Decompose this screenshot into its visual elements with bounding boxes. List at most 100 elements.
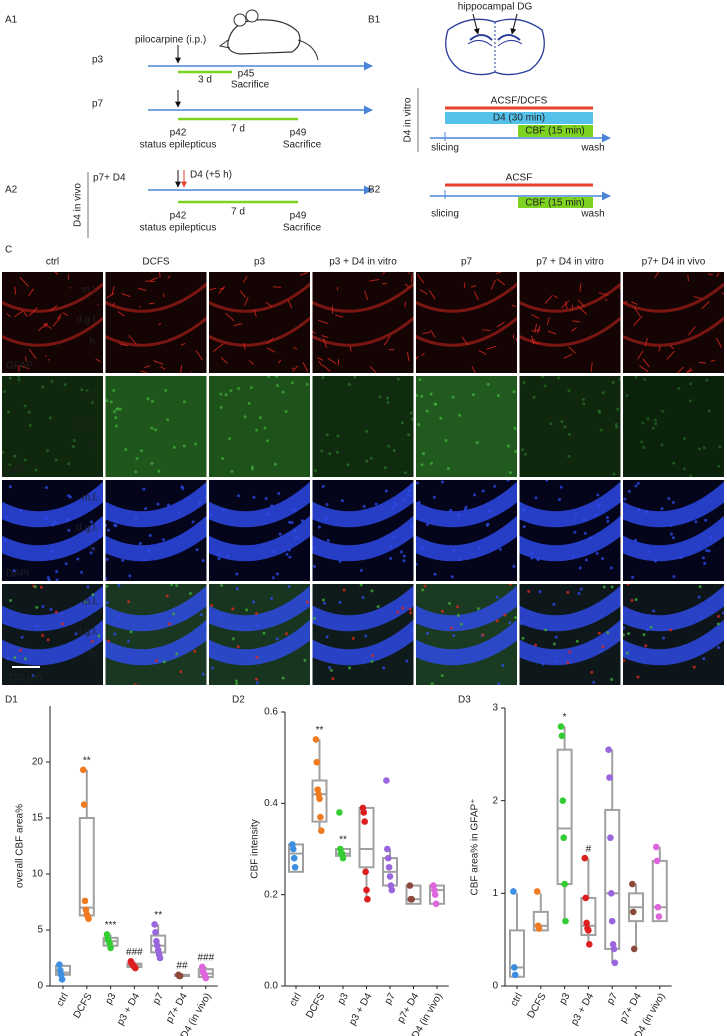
- fiber: [162, 293, 166, 298]
- cell-dot: [558, 498, 562, 502]
- cell-dot: [566, 661, 570, 665]
- cell-dot: [305, 600, 309, 604]
- cell-dot: [290, 521, 294, 525]
- cell-dot: [324, 517, 328, 521]
- cell-dot: [134, 470, 138, 474]
- x-tick-label: DCFS: [526, 991, 549, 1020]
- cell-dot: [294, 536, 298, 540]
- cell-dot: [716, 622, 720, 626]
- fiber: [716, 272, 720, 278]
- cell-dot: [552, 642, 556, 646]
- cell-dot: [669, 628, 673, 632]
- cell-dot: [406, 493, 410, 497]
- cell-dot: [236, 494, 240, 498]
- cell-dot: [416, 562, 418, 566]
- fiber: [18, 365, 30, 370]
- cell-dot: [568, 432, 572, 436]
- cell-dot: [408, 607, 412, 611]
- cell-dot: [340, 499, 344, 503]
- cell-dot: [534, 496, 538, 500]
- data-point: [431, 891, 439, 898]
- cell-dot: [220, 456, 224, 460]
- fiber: [239, 290, 246, 298]
- cell-dot: [371, 654, 375, 658]
- label: 3 d: [198, 75, 212, 86]
- cell-dot: [545, 480, 549, 482]
- cell-dot: [689, 474, 693, 477]
- data-point: [557, 723, 565, 730]
- fiber: [38, 322, 48, 332]
- cell-dot: [682, 467, 686, 471]
- cell-dot: [182, 444, 186, 448]
- cell-dot: [27, 410, 31, 414]
- cell-dot: [193, 649, 197, 653]
- cell-dot: [199, 613, 203, 617]
- cell-dot: [117, 584, 121, 587]
- layer-label: h.: [90, 441, 98, 452]
- cell-dot: [3, 539, 7, 543]
- cell-dot: [210, 603, 214, 607]
- cell-dot: [155, 659, 159, 663]
- x-tick-label: p3: [557, 991, 572, 1007]
- cell-dot: [579, 587, 583, 591]
- fiber: [473, 291, 479, 301]
- cell-dot: [167, 622, 171, 626]
- cell-dot: [481, 489, 485, 493]
- cell-dot: [328, 666, 332, 670]
- data-point: [384, 845, 391, 853]
- label: status epilepticus: [140, 223, 217, 234]
- cell-dot: [66, 518, 70, 522]
- cell-dot: [67, 462, 71, 466]
- cell-layer: [416, 619, 517, 666]
- cell-dot: [209, 513, 213, 517]
- cell-dot: [182, 400, 186, 404]
- cell-dot: [46, 638, 50, 642]
- stain-haze: [416, 376, 517, 477]
- cell-dot: [610, 585, 614, 589]
- cell-layer: [209, 282, 310, 313]
- layer-label: d.g.l.: [76, 315, 98, 326]
- cell-layer: [2, 282, 103, 313]
- fiber: [382, 272, 386, 275]
- cell-dot: [401, 606, 405, 610]
- cell-dot: [287, 584, 291, 588]
- cell-dot: [287, 548, 291, 552]
- cell-dot: [536, 557, 540, 561]
- fiber: [531, 314, 540, 319]
- cell-dot: [456, 605, 460, 609]
- cell-dot: [410, 629, 414, 633]
- fiber: [579, 283, 582, 292]
- cell-dot: [2, 390, 6, 394]
- panel-b1-drawing: [417, 13, 611, 152]
- cell-dot: [493, 484, 497, 488]
- layer-label: m.l.: [82, 389, 98, 400]
- cell-dot: [235, 682, 239, 685]
- cell-dot: [612, 472, 616, 476]
- micrograph-bg: [519, 376, 621, 477]
- cell-layer: [2, 585, 103, 632]
- fiber: [364, 290, 369, 300]
- stain-haze: [209, 376, 310, 477]
- cell-dot: [166, 418, 170, 422]
- layer-label: d.g.l.: [76, 627, 98, 638]
- cell-dot: [694, 520, 698, 524]
- panel-label: D2: [232, 695, 245, 706]
- fiber: [112, 302, 115, 307]
- cell-dot: [195, 548, 199, 552]
- fiber: [158, 272, 161, 278]
- fiber: [416, 355, 419, 361]
- fiber: [687, 274, 690, 282]
- y-tick-label: 1: [492, 888, 498, 899]
- cell-dot: [262, 631, 266, 635]
- cell-layer: [519, 316, 621, 347]
- data-point: [558, 732, 566, 740]
- fiber: [218, 285, 226, 294]
- cell-dot: [627, 632, 631, 636]
- cell-dot: [383, 466, 387, 470]
- cell-dot: [409, 611, 413, 615]
- cell-dot: [8, 463, 12, 467]
- fiber: [323, 338, 328, 349]
- cell-dot: [582, 518, 586, 522]
- cell-dot: [592, 680, 596, 684]
- cell-dot: [402, 498, 406, 502]
